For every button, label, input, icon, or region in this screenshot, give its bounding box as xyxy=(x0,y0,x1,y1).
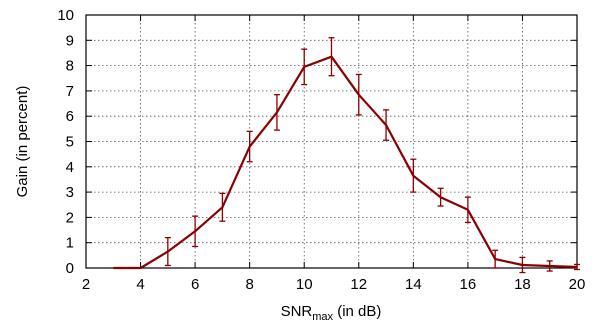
y-axis-title: Gain (in percent) xyxy=(14,86,31,198)
y-tick-label: 4 xyxy=(66,159,74,176)
x-axis-title: SNRmax (in dB) xyxy=(281,303,382,322)
y-tick-label: 8 xyxy=(66,58,74,75)
y-tick-label: 9 xyxy=(66,32,74,49)
x-tick-label: 12 xyxy=(350,276,367,293)
x-tick-label: 20 xyxy=(569,276,586,293)
series xyxy=(113,37,580,274)
y-tick-label: 7 xyxy=(66,83,74,100)
x-axis-title-sub: max xyxy=(312,311,333,322)
x-tick-label: 6 xyxy=(191,276,199,293)
y-tick-label: 6 xyxy=(66,108,74,125)
y-tick-label: 1 xyxy=(66,235,74,252)
x-tick-label: 8 xyxy=(245,276,253,293)
y-tick-label: 2 xyxy=(66,209,74,226)
x-tick-label: 16 xyxy=(460,276,477,293)
y-tick-label: 10 xyxy=(57,7,74,24)
x-axis-title-rest: (in dB) xyxy=(333,303,381,320)
x-tick-label: 14 xyxy=(405,276,422,293)
y-tick-label: 5 xyxy=(66,134,74,151)
y-tick-label: 0 xyxy=(66,260,74,277)
x-axis-title-main: SNR xyxy=(281,303,313,320)
y-tick-label: 3 xyxy=(66,184,74,201)
x-tick-label: 2 xyxy=(82,276,90,293)
series-line xyxy=(113,55,578,270)
x-tick-label: 4 xyxy=(136,276,144,293)
x-tick-label: 10 xyxy=(296,276,313,293)
x-tick-label: 18 xyxy=(514,276,531,293)
